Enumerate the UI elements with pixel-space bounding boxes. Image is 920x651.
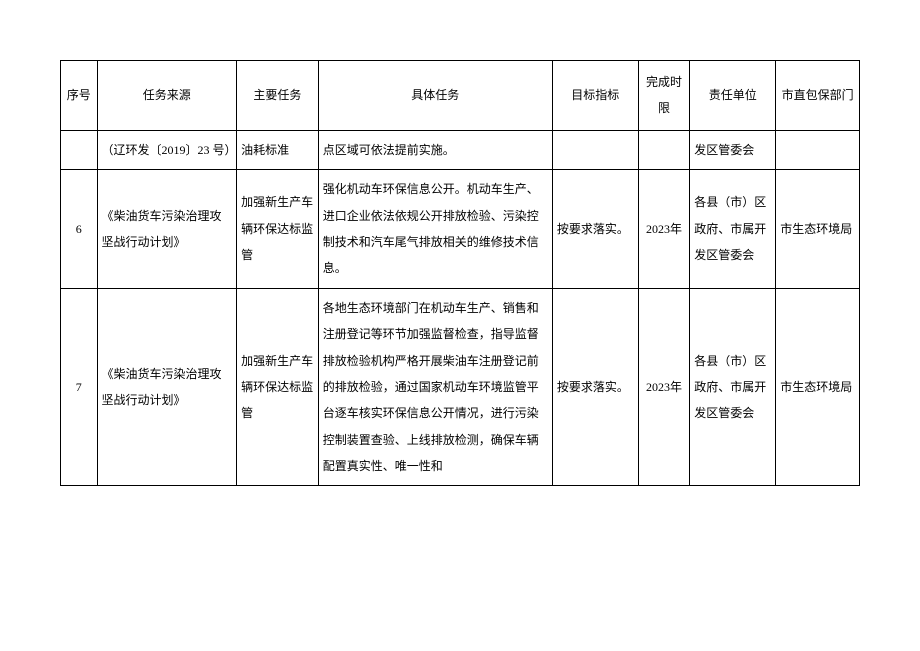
col-header-resp: 责任单位 (690, 61, 776, 131)
cell-seq: 6 (61, 170, 98, 289)
table-row: （辽环发〔2019〕23 号） 油耗标准 点区域可依法提前实施。 发区管委会 (61, 130, 860, 169)
cell-ddl: 2023年 (638, 170, 690, 289)
cell-resp: 各县（市）区政府、市属开发区管委会 (690, 170, 776, 289)
col-header-src: 任务来源 (97, 61, 237, 131)
cell-detail: 点区域可依法提前实施。 (318, 130, 552, 169)
cell-seq (61, 130, 98, 169)
cell-ddl: 2023年 (638, 288, 690, 486)
cell-seq: 7 (61, 288, 98, 486)
col-header-target: 目标指标 (552, 61, 638, 131)
cell-resp: 发区管委会 (690, 130, 776, 169)
col-header-main: 主要任务 (237, 61, 319, 131)
cell-ddl (638, 130, 690, 169)
cell-src: 《柴油货车污染治理攻坚战行动计划》 (97, 170, 237, 289)
cell-detail: 强化机动车环保信息公开。机动车生产、进口企业依法依规公开排放检验、污染控制技术和… (318, 170, 552, 289)
task-table: 序号 任务来源 主要任务 具体任务 目标指标 完成时限 责任单位 市直包保部门 … (60, 60, 860, 486)
table-body: （辽环发〔2019〕23 号） 油耗标准 点区域可依法提前实施。 发区管委会 6… (61, 130, 860, 486)
cell-resp: 各县（市）区政府、市属开发区管委会 (690, 288, 776, 486)
cell-dept: 市生态环境局 (776, 288, 860, 486)
cell-dept: 市生态环境局 (776, 170, 860, 289)
cell-main: 加强新生产车辆环保达标监管 (237, 170, 319, 289)
col-header-dept: 市直包保部门 (776, 61, 860, 131)
col-header-ddl: 完成时限 (638, 61, 690, 131)
col-header-seq: 序号 (61, 61, 98, 131)
cell-detail: 各地生态环境部门在机动车生产、销售和注册登记等环节加强监督检查，指导监督排放检验… (318, 288, 552, 486)
col-header-detail: 具体任务 (318, 61, 552, 131)
table-row: 7 《柴油货车污染治理攻坚战行动计划》 加强新生产车辆环保达标监管 各地生态环境… (61, 288, 860, 486)
cell-target (552, 130, 638, 169)
table-row: 6 《柴油货车污染治理攻坚战行动计划》 加强新生产车辆环保达标监管 强化机动车环… (61, 170, 860, 289)
cell-target: 按要求落实。 (552, 288, 638, 486)
table-container: 序号 任务来源 主要任务 具体任务 目标指标 完成时限 责任单位 市直包保部门 … (0, 0, 920, 486)
cell-dept (776, 130, 860, 169)
cell-target: 按要求落实。 (552, 170, 638, 289)
cell-src: 《柴油货车污染治理攻坚战行动计划》 (97, 288, 237, 486)
cell-main: 油耗标准 (237, 130, 319, 169)
table-header: 序号 任务来源 主要任务 具体任务 目标指标 完成时限 责任单位 市直包保部门 (61, 61, 860, 131)
cell-src: （辽环发〔2019〕23 号） (97, 130, 237, 169)
cell-main: 加强新生产车辆环保达标监管 (237, 288, 319, 486)
